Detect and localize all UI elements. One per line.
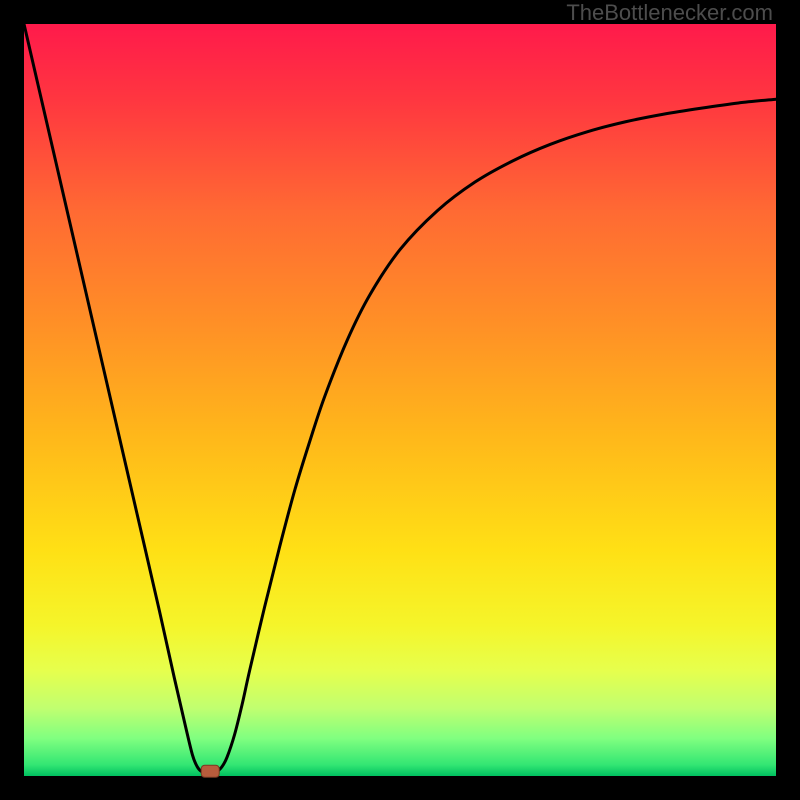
optimum-marker	[201, 765, 220, 778]
chart-frame: TheBottlenecker.com	[0, 0, 800, 800]
curve-path	[24, 24, 776, 774]
watermark-label: TheBottlenecker.com	[566, 0, 773, 26]
plot-area	[24, 24, 776, 776]
bottleneck-curve	[24, 24, 776, 776]
